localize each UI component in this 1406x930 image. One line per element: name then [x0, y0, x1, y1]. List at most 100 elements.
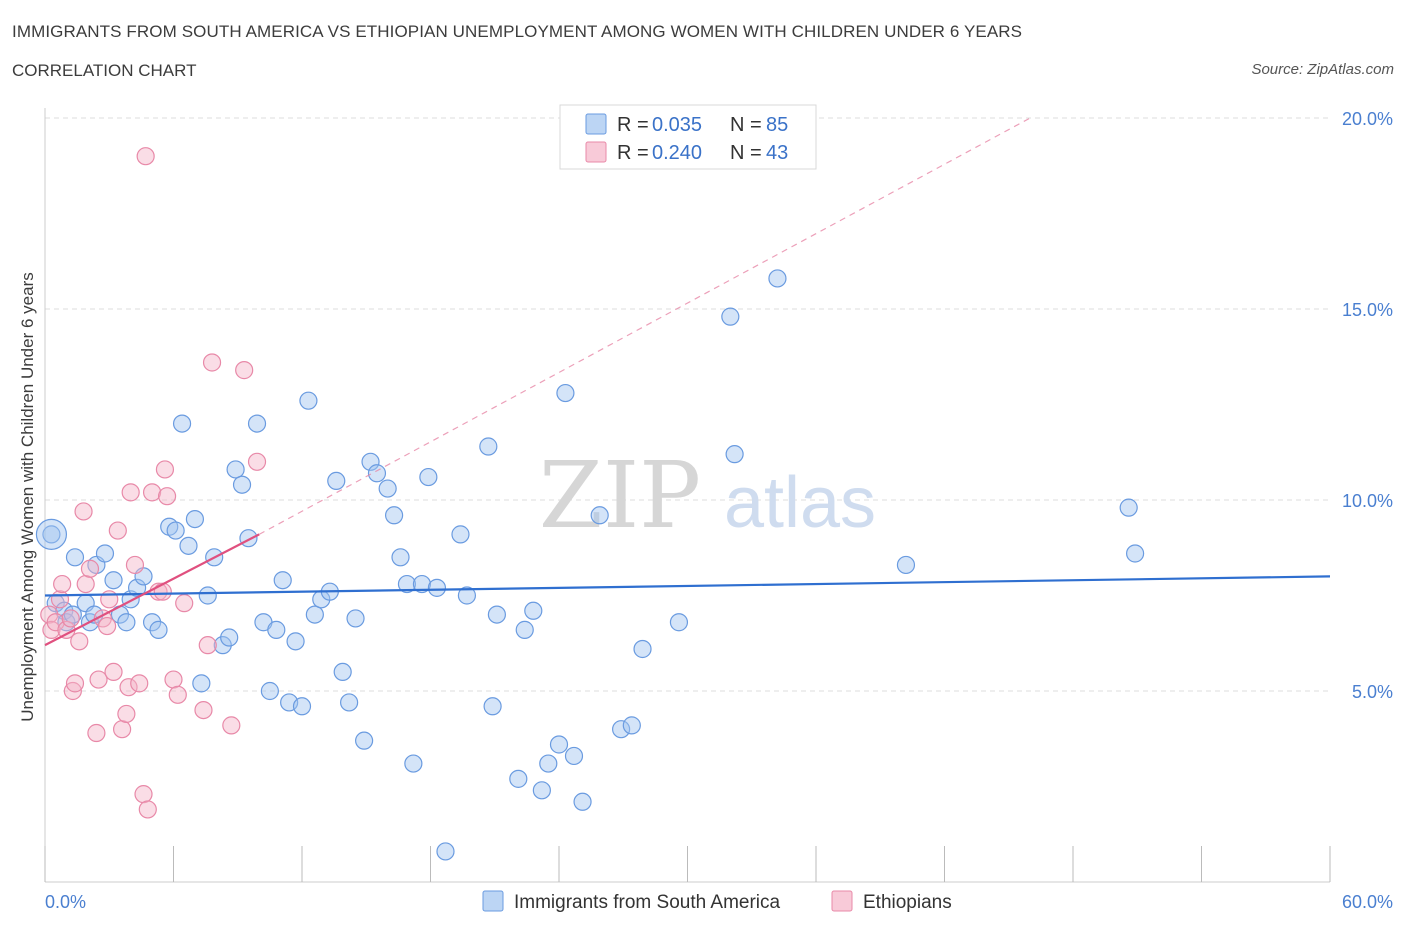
trend-line-ethiopians-extended [258, 117, 1031, 535]
point-ethiopians [175, 594, 194, 613]
point-ethiopians [61, 609, 80, 628]
y-tick-labels: 5.0% 10.0% 15.0% 20.0% [1342, 109, 1393, 702]
point-immigrants [556, 383, 575, 403]
point-immigrants [166, 521, 185, 540]
bottom-legend-label-ethiopians: Ethiopians [863, 892, 952, 913]
point-ethiopians [164, 670, 183, 689]
point-ethiopians [194, 700, 213, 720]
point-immigrants [179, 536, 198, 555]
point-immigrants [346, 609, 365, 628]
watermark-zip: ZIP [539, 442, 701, 549]
point-immigrants [361, 452, 380, 471]
point-immigrants [117, 613, 136, 632]
point-immigrants [260, 681, 279, 701]
grid-lines [45, 117, 1330, 692]
point-ethiopians [117, 704, 136, 724]
point-immigrants [198, 586, 217, 605]
point-ethiopians [130, 674, 149, 693]
top-legend: R = 0.035 N = 85 R = 0.240 N = 43 [559, 104, 817, 170]
point-immigrants [457, 586, 477, 605]
point-immigrants [669, 613, 689, 632]
legend-r-value-1: 0.035 [652, 114, 702, 136]
point-immigrants [185, 509, 205, 529]
point-immigrants [333, 662, 352, 682]
point-immigrants [286, 632, 305, 651]
point-immigrants [564, 746, 584, 766]
point-ethiopians [70, 632, 89, 651]
point-ethiopians [74, 502, 93, 521]
point-ethiopians [65, 674, 85, 693]
point-immigrants [483, 697, 502, 716]
point-immigrants [267, 620, 286, 639]
point-immigrants [524, 601, 543, 620]
point-immigrants [487, 605, 506, 624]
watermark: ZIP atlas [539, 442, 876, 549]
point-ethiopians [134, 785, 153, 804]
point-ethiopians [235, 361, 254, 380]
point-ethiopians [80, 559, 100, 578]
point-immigrants [479, 437, 498, 456]
point-immigrants [355, 731, 374, 750]
axes [44, 108, 1331, 883]
point-immigrants [95, 544, 115, 563]
point-immigrants [549, 735, 569, 754]
point-ethiopians [119, 678, 138, 697]
trend-line-immigrants [44, 575, 1331, 597]
point-immigrants [436, 842, 455, 861]
legend-n-value-1: 85 [766, 114, 788, 136]
legend-swatch-blue [585, 113, 607, 135]
trend-line-ethiopians [44, 533, 260, 647]
point-immigrants [515, 620, 534, 639]
point-immigrants [149, 620, 168, 639]
point-immigrants [721, 307, 740, 326]
bottom-legend-swatch-pink [831, 890, 853, 912]
point-ethiopians [112, 720, 132, 739]
point-immigrants [451, 525, 470, 544]
point-immigrants [65, 548, 85, 567]
point-immigrants-large [35, 518, 68, 550]
point-immigrants [397, 574, 417, 594]
y-tick-label: 5.0% [1352, 682, 1393, 702]
point-immigrants [232, 475, 252, 494]
point-immigrants [427, 578, 447, 597]
watermark-atlas: atlas [724, 463, 876, 543]
legend-n-label-2: N = [730, 142, 762, 164]
series-ethiopians-points [40, 147, 267, 819]
point-immigrants [172, 414, 192, 433]
point-immigrants [292, 697, 312, 716]
point-immigrants [532, 781, 551, 800]
point-ethiopians [104, 662, 123, 682]
point-ethiopians [98, 616, 117, 636]
legend-swatch-pink [585, 141, 607, 163]
point-ethiopians [121, 483, 140, 502]
trend-lines [44, 117, 1331, 647]
point-immigrants [590, 506, 609, 525]
x-tick-label: 0.0% [45, 892, 86, 912]
bottom-legend-label-immigrants: Immigrants from South America [514, 892, 781, 913]
point-ethiopians [153, 582, 172, 601]
y-tick-label: 15.0% [1342, 300, 1393, 320]
bottom-legend: Immigrants from South America Ethiopians [482, 890, 952, 913]
point-immigrants [404, 754, 423, 773]
point-immigrants [725, 445, 744, 464]
point-immigrants [340, 693, 359, 712]
y-tick-label: 20.0% [1342, 109, 1393, 129]
point-immigrants [384, 506, 404, 525]
legend-r-label-2: R = [617, 142, 649, 164]
point-ethiopians [108, 521, 127, 540]
point-ethiopians [155, 460, 175, 479]
legend-r-value-2: 0.240 [652, 142, 702, 164]
point-ethiopians [53, 574, 72, 594]
point-immigrants [305, 605, 324, 624]
point-ethiopians [142, 483, 162, 502]
point-immigrants [1119, 498, 1138, 517]
point-ethiopians [50, 590, 70, 609]
point-immigrants [247, 414, 267, 433]
chart-subtitle: CORRELATION CHART [12, 61, 197, 80]
point-immigrants [220, 628, 239, 647]
point-immigrants [622, 716, 641, 735]
point-immigrants [768, 269, 787, 288]
legend-r-label-1: R = [617, 114, 649, 136]
point-immigrants [327, 471, 346, 490]
